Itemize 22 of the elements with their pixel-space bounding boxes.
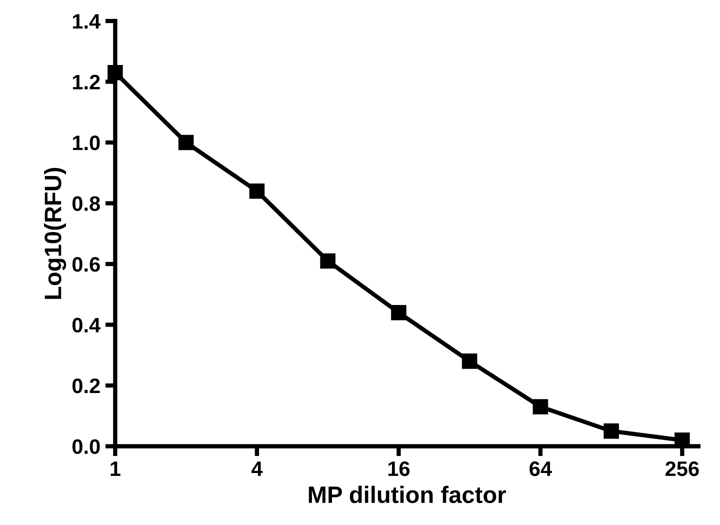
point <box>391 304 406 320</box>
x-tick-label: 64 <box>530 461 552 476</box>
point <box>604 423 619 439</box>
x-tick-label: 256 <box>666 461 699 476</box>
y-tick-label: 0.6 <box>72 257 100 272</box>
point <box>532 399 548 414</box>
x-tick-label: 1 <box>110 462 120 476</box>
y-tick-label: 0.0 <box>72 439 100 454</box>
x-axis-title: MP dilution factor <box>308 486 506 504</box>
x-tick-label: 4 <box>251 462 263 476</box>
y-tick-label: 1.4 <box>72 14 101 29</box>
y-axis-title: Log10(RFU) <box>44 168 66 299</box>
point <box>249 183 265 199</box>
y-tick-label: 0.2 <box>72 378 100 394</box>
point <box>178 134 194 150</box>
y-tick-label: 1.0 <box>72 136 100 150</box>
y-tick-label: 0.4 <box>72 318 101 333</box>
point <box>462 354 478 369</box>
x-tick-label: 16 <box>388 461 410 476</box>
y-tick-label: 1.2 <box>72 74 100 90</box>
point <box>320 253 336 269</box>
y-tick-label: 0.8 <box>72 196 100 212</box>
